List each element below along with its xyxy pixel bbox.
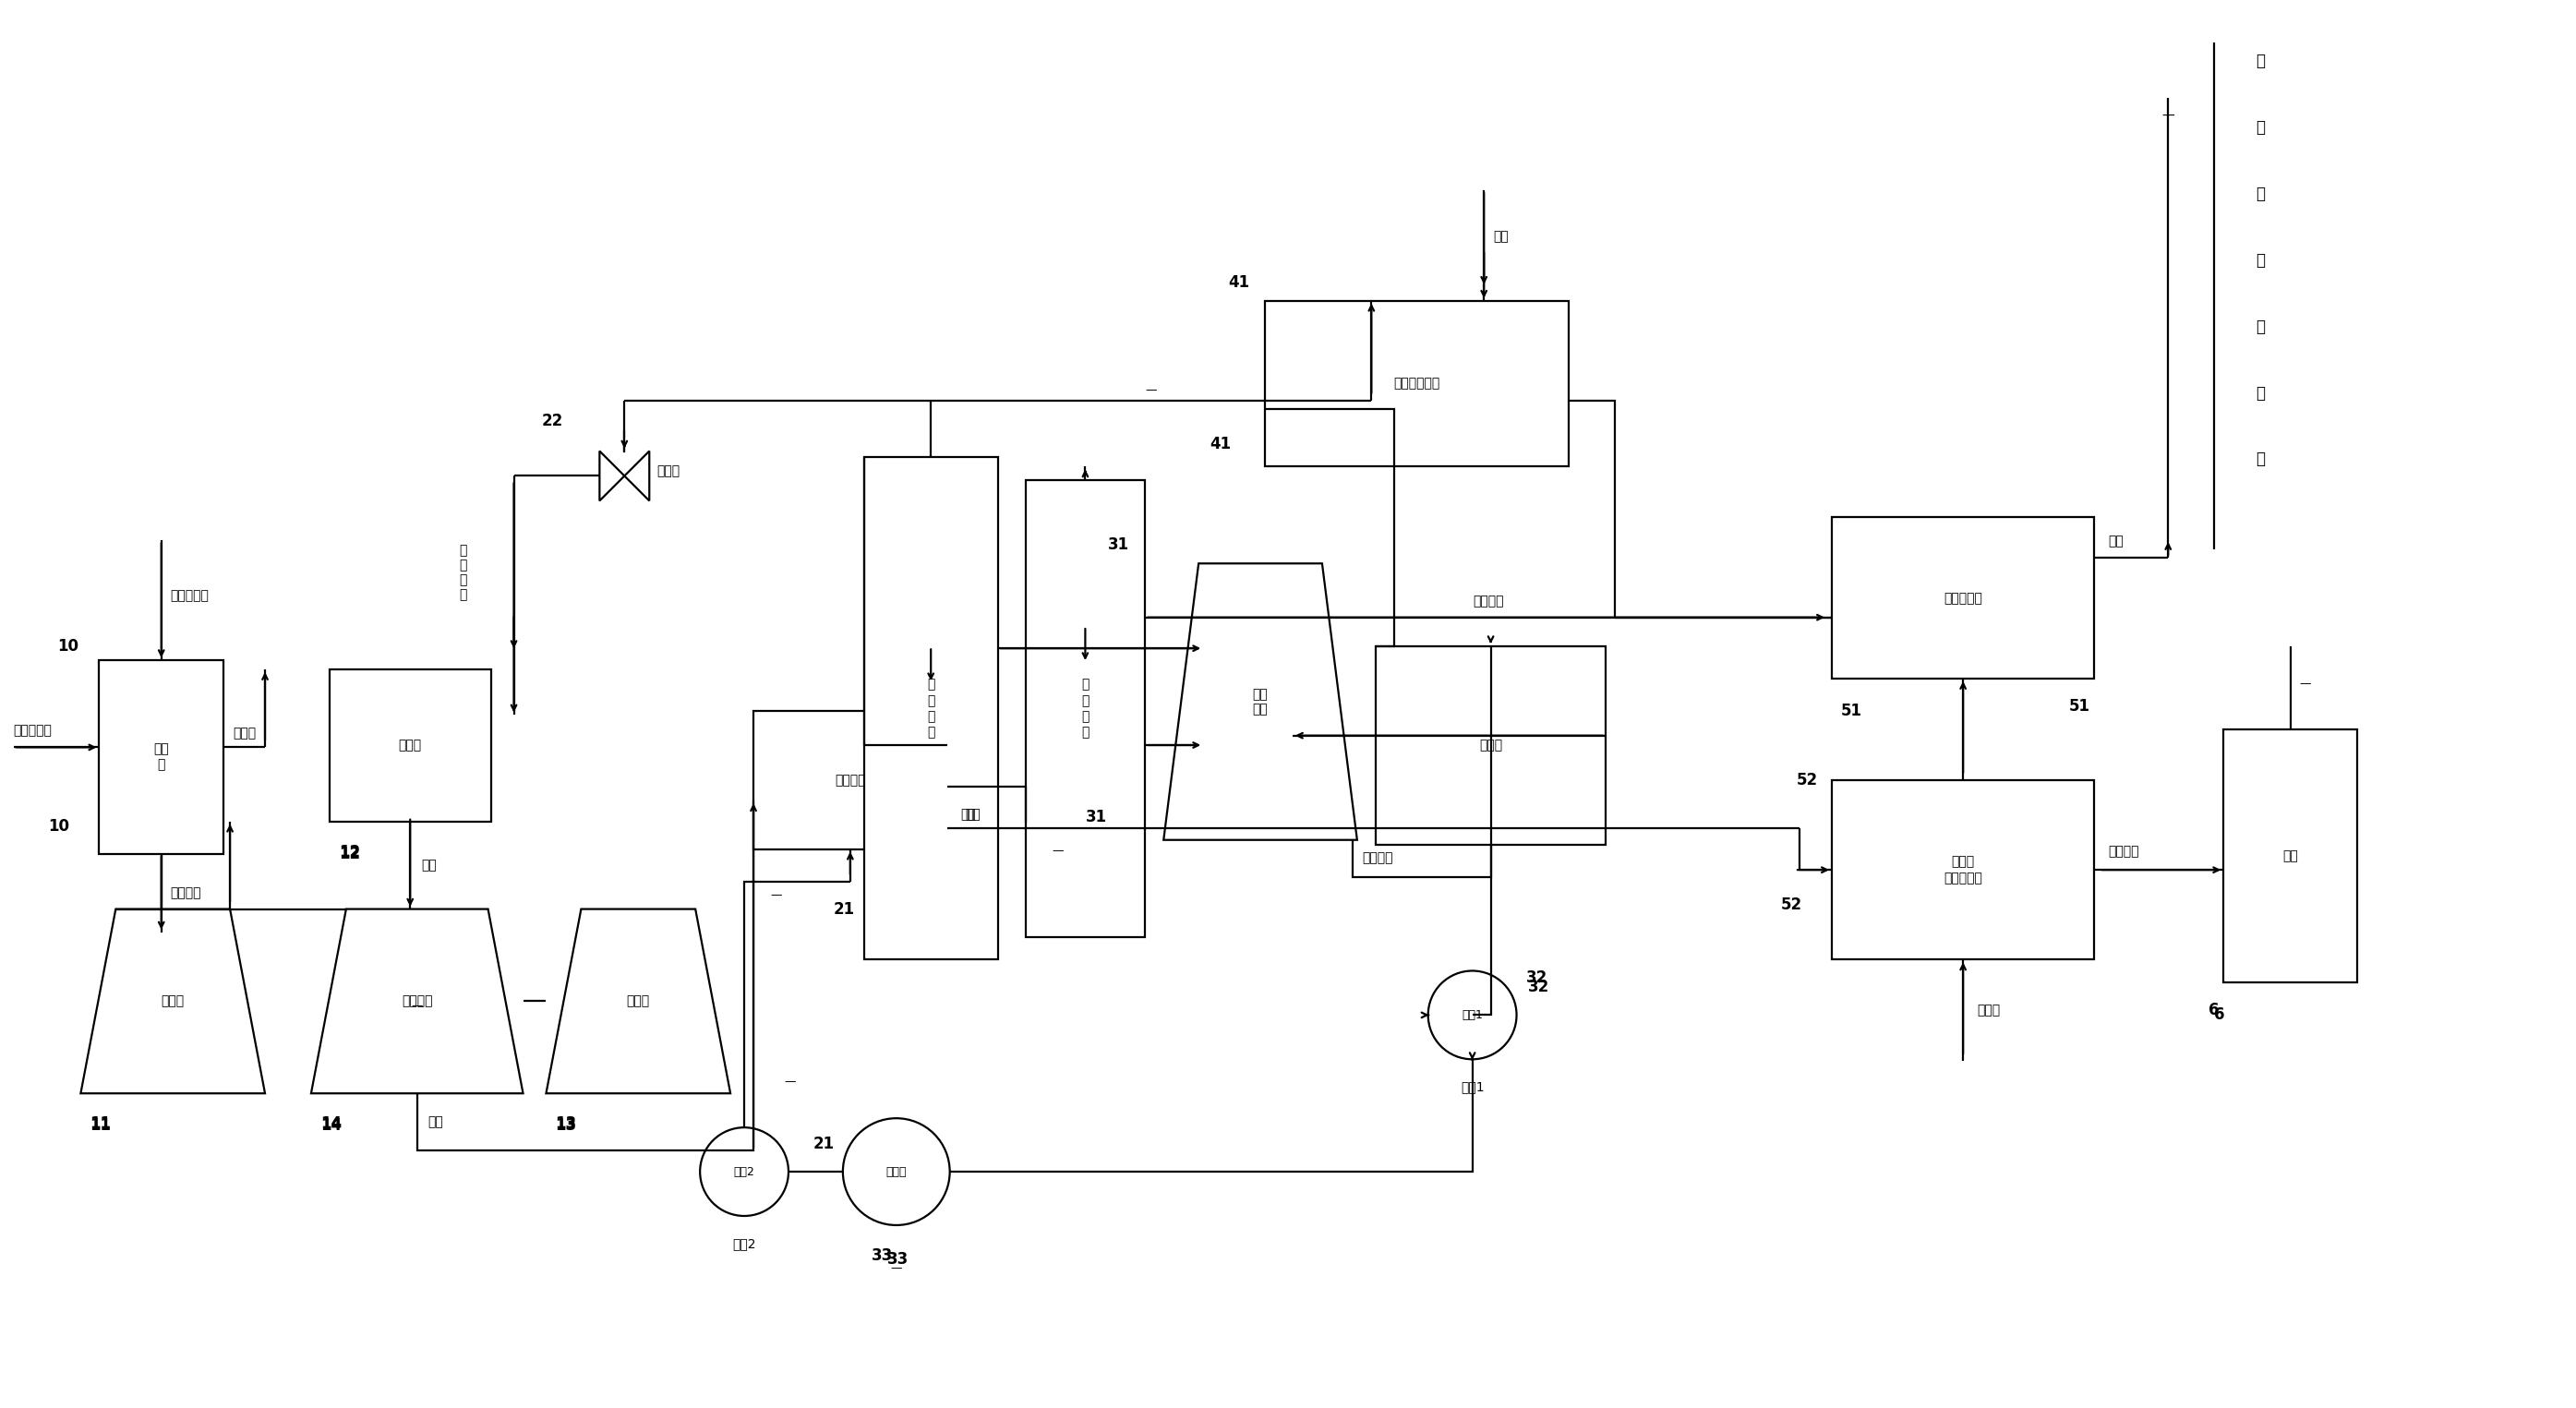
- Text: 高
压
蒸
汽: 高 压 蒸 汽: [927, 679, 935, 739]
- Text: 洗: 洗: [2257, 120, 2264, 135]
- Circle shape: [842, 1118, 951, 1225]
- Polygon shape: [80, 910, 265, 1094]
- Polygon shape: [600, 451, 649, 501]
- Text: 压气机: 压气机: [162, 995, 185, 1008]
- Text: 14: 14: [319, 1118, 343, 1133]
- Text: —: —: [412, 1000, 422, 1012]
- Bar: [752, 711, 948, 849]
- Text: —: —: [2161, 110, 2174, 122]
- Text: 浴: 浴: [2257, 186, 2264, 203]
- Circle shape: [1427, 970, 1517, 1059]
- Text: —: —: [2300, 677, 2311, 690]
- Bar: [1265, 301, 1569, 466]
- Text: 31: 31: [1084, 808, 1108, 825]
- Text: 13: 13: [556, 1115, 577, 1132]
- Bar: [1832, 517, 2094, 679]
- Text: 冷媒: 冷媒: [1494, 230, 1510, 242]
- Text: 余热锅炉: 余热锅炉: [835, 773, 866, 787]
- Text: 蒸汽
轮机: 蒸汽 轮机: [1252, 687, 1267, 715]
- Text: 热水: 热水: [2107, 535, 2123, 548]
- Text: —: —: [770, 890, 783, 901]
- Text: 6: 6: [2208, 1002, 2218, 1019]
- Text: 燃烧室: 燃烧室: [399, 739, 422, 752]
- Text: 烟囱: 烟囱: [2282, 849, 2298, 863]
- Text: 41: 41: [1229, 275, 1249, 290]
- Text: —: —: [1146, 384, 1157, 396]
- Text: 21: 21: [835, 901, 855, 918]
- Text: 低
压
蒸
汽: 低 压 蒸 汽: [1082, 679, 1090, 739]
- Text: 减压阀: 减压阀: [657, 465, 680, 477]
- Text: 11: 11: [90, 1115, 111, 1132]
- Text: 水泵1: 水泵1: [1461, 1010, 1484, 1021]
- Text: 14: 14: [319, 1115, 343, 1132]
- Text: 去: 去: [2257, 54, 2264, 69]
- Text: 31: 31: [1108, 536, 1131, 553]
- Text: 41: 41: [1211, 435, 1231, 452]
- Text: 排气: 排气: [428, 1115, 443, 1128]
- Text: 吸收式制冷机: 吸收式制冷机: [1394, 377, 1440, 390]
- Text: 排气: 排气: [422, 859, 438, 872]
- Bar: [1025, 480, 1146, 936]
- Text: 32: 32: [1528, 979, 1548, 995]
- Text: 燃气轮机: 燃气轮机: [402, 995, 433, 1008]
- Text: 32: 32: [1525, 970, 1548, 987]
- Text: 系: 系: [2257, 384, 2264, 401]
- Text: 6: 6: [2215, 1007, 2226, 1024]
- Polygon shape: [312, 910, 523, 1094]
- Text: —: —: [891, 1262, 902, 1274]
- Text: 低湿烟气: 低湿烟气: [2107, 845, 2138, 857]
- Text: 冷凝器: 冷凝器: [1479, 739, 1502, 752]
- Text: 水泵1: 水泵1: [1461, 1080, 1484, 1094]
- Text: 蒸汽加热器: 蒸汽加热器: [1945, 591, 1984, 604]
- Text: 冷却空气: 冷却空气: [170, 887, 201, 900]
- Text: 排烟: 排烟: [961, 808, 976, 821]
- Text: 液化天然气: 液化天然气: [13, 724, 52, 738]
- Polygon shape: [1164, 563, 1358, 841]
- Bar: [330, 669, 492, 821]
- Circle shape: [701, 1128, 788, 1217]
- Text: 天然气: 天然气: [232, 727, 255, 741]
- Text: 10: 10: [49, 818, 70, 835]
- Text: 直接式
气水换热器: 直接式 气水换热器: [1945, 856, 1984, 884]
- Text: 户: 户: [2257, 318, 2264, 335]
- Text: 12: 12: [337, 845, 361, 862]
- Text: 低压蒸汽: 低压蒸汽: [1473, 594, 1504, 607]
- Polygon shape: [546, 910, 732, 1094]
- Text: 12: 12: [337, 843, 361, 860]
- Text: 回
注
蒸
汽: 回 注 蒸 汽: [459, 543, 466, 601]
- Text: 水泵2: 水泵2: [734, 1166, 755, 1177]
- Text: 11: 11: [90, 1118, 111, 1133]
- Bar: [2223, 729, 2357, 983]
- Text: —: —: [786, 1076, 796, 1087]
- Text: 52: 52: [1795, 772, 1819, 788]
- Text: 10: 10: [57, 638, 80, 655]
- Text: 51: 51: [1842, 703, 1862, 719]
- Bar: [1376, 646, 1605, 845]
- Text: 水泵2: 水泵2: [732, 1238, 755, 1250]
- Text: 52: 52: [1780, 895, 1803, 912]
- Text: 51: 51: [2069, 698, 2089, 715]
- Text: 排烟: 排烟: [966, 808, 981, 821]
- Text: 空冷
器: 空冷 器: [155, 742, 170, 772]
- Bar: [863, 458, 997, 960]
- Text: 13: 13: [556, 1118, 577, 1133]
- Bar: [98, 660, 224, 853]
- Text: 22: 22: [541, 413, 564, 429]
- Text: 33: 33: [871, 1247, 894, 1264]
- Text: 冷凝蒸汽: 冷凝蒸汽: [1363, 852, 1394, 865]
- Text: —: —: [1051, 845, 1064, 857]
- Text: 统: 统: [2257, 451, 2264, 467]
- Text: 发电机: 发电机: [626, 995, 649, 1008]
- Text: 33: 33: [886, 1250, 909, 1267]
- Text: 新鲜水: 新鲜水: [1976, 1004, 1999, 1017]
- Text: 除氧器: 除氧器: [886, 1166, 907, 1177]
- Text: 夏季热空气: 夏季热空气: [170, 590, 209, 603]
- Bar: [1832, 780, 2094, 960]
- Text: 21: 21: [814, 1136, 835, 1152]
- Text: 用: 用: [2257, 252, 2264, 269]
- Text: —: —: [528, 995, 538, 1007]
